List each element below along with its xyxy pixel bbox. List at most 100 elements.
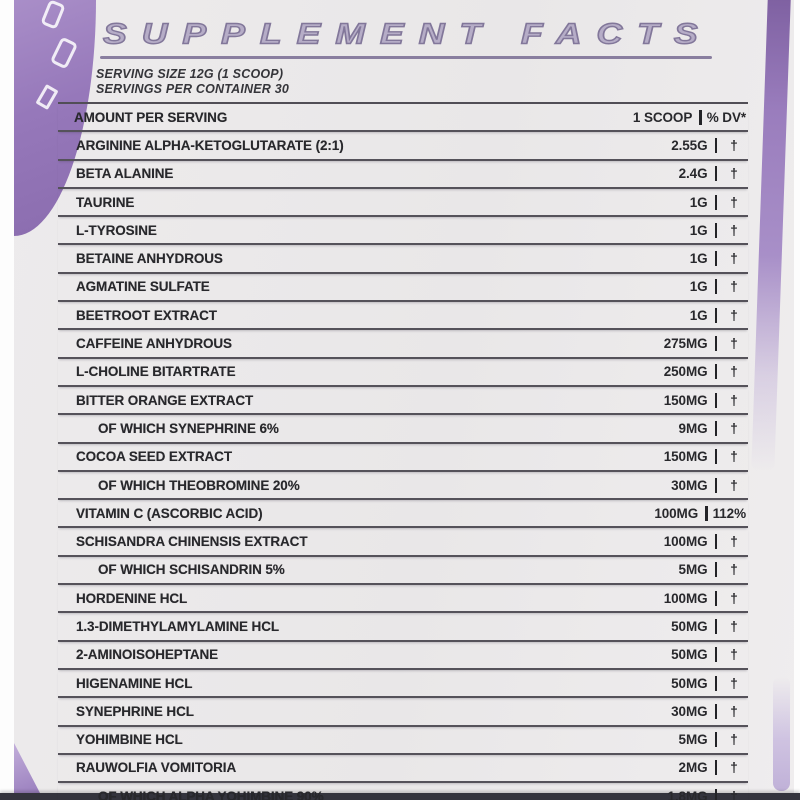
column-divider-bar xyxy=(714,732,717,748)
dv-value: † xyxy=(730,336,738,352)
ingredient-name: TAURINE xyxy=(76,194,135,210)
table-row: 2-AMINOISOHEPTANE 50MG † xyxy=(58,642,748,670)
dv-value: † xyxy=(730,364,738,380)
table-row: L-CHOLINE BITARTRATE 250MG † xyxy=(58,359,748,387)
dv-value: † xyxy=(730,392,738,408)
column-divider-bar xyxy=(714,336,717,352)
ingredient-name: BETAINE ANHYDROUS xyxy=(76,251,223,267)
table-row: ARGININE ALPHA-KETOGLUTARATE (2:1) 2.55G… xyxy=(58,132,748,161)
dv-value: † xyxy=(730,562,738,578)
column-divider-bar xyxy=(714,166,717,182)
table-row: BITTER ORANGE EXTRACT 150MG † xyxy=(58,387,748,416)
header-dv-column: % DV* xyxy=(706,109,746,125)
dv-value: † xyxy=(730,194,738,210)
amount-value: 50MG xyxy=(671,675,708,691)
facts-table: AMOUNT PER SERVING 1 SCOOP % DV* ARGININ… xyxy=(58,102,748,800)
column-divider-bar xyxy=(714,477,717,493)
amount-value: 1G xyxy=(689,194,708,210)
dv-value: † xyxy=(730,647,738,663)
column-divider-bar xyxy=(714,647,717,663)
column-divider-bar xyxy=(714,562,717,578)
amount-value: 30MG xyxy=(671,477,708,493)
amount-value: 5MG xyxy=(678,562,708,578)
amount-value: 1G xyxy=(689,279,708,295)
table-row: OF WHICH SYNEPHRINE 6% 9MG † xyxy=(58,415,748,444)
table-row: BETAINE ANHYDROUS 1G † xyxy=(58,245,748,274)
panel-title: SUPPLEMENT FACTS xyxy=(102,16,713,50)
ingredient-name: L-TYROSINE xyxy=(76,222,157,238)
column-divider-bar xyxy=(714,675,717,691)
table-row: RAUWOLFIA VOMITORIA 2MG † xyxy=(58,755,748,784)
dv-value: † xyxy=(730,703,738,719)
ingredient-name: CAFFEINE ANHYDROUS xyxy=(76,336,232,352)
amount-value: 2.55G xyxy=(671,137,708,153)
column-divider-bar xyxy=(714,534,717,550)
ingredient-name: OF WHICH ALPHA YOHIMBINE 90% xyxy=(98,788,324,800)
ingredient-name: AGMATINE SULFATE xyxy=(76,279,210,295)
dv-value: † xyxy=(730,137,738,153)
ingredient-name: 2-AMINOISOHEPTANE xyxy=(76,647,219,663)
dv-value: † xyxy=(730,760,738,776)
dv-value: † xyxy=(730,166,738,182)
dv-value: † xyxy=(730,732,738,748)
column-divider-bar xyxy=(714,137,717,153)
ingredient-name: RAUWOLFIA VOMITORIA xyxy=(76,760,237,776)
facts-rows: ARGININE ALPHA-KETOGLUTARATE (2:1) 2.55G… xyxy=(58,132,748,800)
column-divider-bar xyxy=(714,420,717,436)
table-row: AGMATINE SULFATE 1G † xyxy=(58,274,748,303)
ingredient-name: OF WHICH SYNEPHRINE 6% xyxy=(98,420,279,436)
table-row: 1.3-DIMETHYLAMYLAMINE HCL 50MG † xyxy=(58,613,748,642)
amount-value: 100MG xyxy=(654,505,699,521)
column-divider-bar xyxy=(714,307,717,323)
amount-value: 250MG xyxy=(663,364,708,380)
dv-value: † xyxy=(730,477,738,493)
servings-per-container-line: SERVINGS PER CONTAINER 30 xyxy=(96,82,290,96)
column-divider-bar xyxy=(714,392,717,408)
dv-value: † xyxy=(730,251,738,267)
table-row: L-TYROSINE 1G † xyxy=(58,217,748,246)
ingredient-name: BETA ALANINE xyxy=(76,166,174,182)
ingredient-name: YOHIMBINE HCL xyxy=(76,732,183,748)
amount-value: 1.8MG xyxy=(667,788,708,800)
column-divider-bar xyxy=(714,788,717,800)
amount-value: 50MG xyxy=(671,618,708,634)
table-row: BETA ALANINE 2.4G † xyxy=(58,161,748,189)
bottom-dark-strip xyxy=(0,793,800,800)
amount-value: 100MG xyxy=(663,534,708,550)
ingredient-name: L-CHOLINE BITARTRATE xyxy=(76,364,236,380)
header-amount-per-serving: AMOUNT PER SERVING xyxy=(74,109,228,125)
ingredient-name: 1.3-DIMETHYLAMYLAMINE HCL xyxy=(76,618,279,634)
column-divider-bar xyxy=(705,505,708,521)
title-underline xyxy=(100,56,712,59)
table-row: YOHIMBINE HCL 5MG † xyxy=(58,727,748,755)
column-divider-bar xyxy=(714,449,717,465)
ingredient-name: HORDENINE HCL xyxy=(76,590,188,606)
table-row: TAURINE 1G † xyxy=(58,189,748,218)
ingredient-name: BITTER ORANGE EXTRACT xyxy=(76,392,254,408)
header-scoop-column: 1 SCOOP xyxy=(632,109,693,125)
dv-value: † xyxy=(730,788,738,800)
dv-value: † xyxy=(730,534,738,550)
table-row: SCHISANDRA CHINENSIS EXTRACT 100MG † xyxy=(58,528,748,557)
table-row: HIGENAMINE HCL 50MG † xyxy=(58,670,748,699)
facts-panel: SUPPLEMENT FACTS SERVING SIZE 12G (1 SCO… xyxy=(58,16,748,800)
dv-value: 112% xyxy=(712,505,746,521)
column-divider-bar xyxy=(714,364,717,380)
column-divider-bar xyxy=(714,194,717,210)
amount-value: 275MG xyxy=(663,336,708,352)
table-row: COCOA SEED EXTRACT 150MG † xyxy=(58,444,748,472)
column-divider-bar xyxy=(714,703,717,719)
table-row: OF WHICH SCHISANDRIN 5% 5MG † xyxy=(58,557,748,586)
ingredient-name: ARGININE ALPHA-KETOGLUTARATE (2:1) xyxy=(76,137,344,153)
table-row: OF WHICH THEOBROMINE 20% 30MG † xyxy=(58,472,748,501)
serving-info: SERVING SIZE 12G (1 SCOOP) SERVINGS PER … xyxy=(96,67,748,97)
serving-size-line: SERVING SIZE 12G (1 SCOOP) xyxy=(96,67,284,81)
table-row: VITAMIN C (ASCORBIC ACID) 100MG 112% xyxy=(58,500,748,529)
table-row: BEETROOT EXTRACT 1G † xyxy=(58,302,748,331)
lavender-edge-band xyxy=(773,676,790,791)
amount-value: 5MG xyxy=(678,732,708,748)
table-header-row: AMOUNT PER SERVING 1 SCOOP % DV* xyxy=(58,104,748,133)
dv-value: † xyxy=(730,279,738,295)
amount-value: 150MG xyxy=(663,392,708,408)
column-divider-bar xyxy=(714,760,717,776)
